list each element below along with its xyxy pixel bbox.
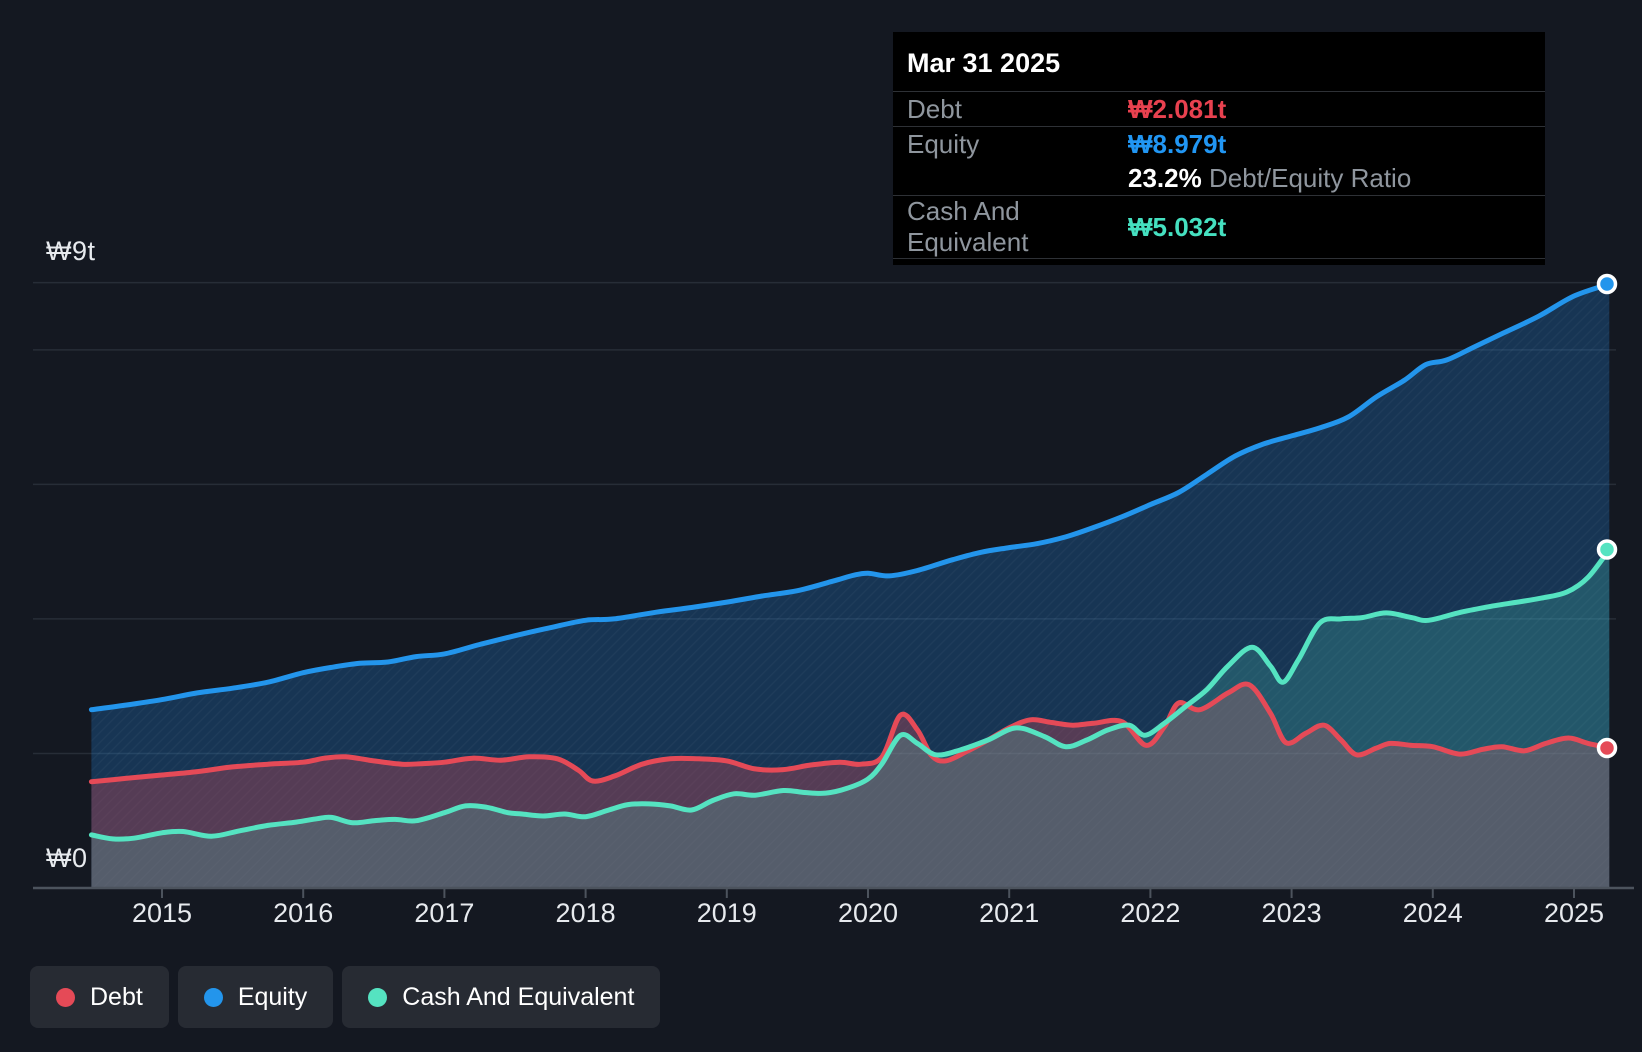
tooltip-debt-label: Debt bbox=[907, 93, 962, 124]
x-axis-label-2021: 2021 bbox=[979, 898, 1040, 928]
x-axis-label-2025: 2025 bbox=[1543, 898, 1605, 928]
y-axis-label-top: ₩9t bbox=[46, 236, 96, 266]
tooltip: Mar 31 2025 Debt ₩2.081t Equity ₩8.979t … bbox=[893, 32, 1545, 265]
legend-item-debt[interactable]: Debt bbox=[30, 966, 169, 1028]
x-axis-label-2022: 2022 bbox=[1120, 898, 1181, 928]
x-axis-label-2016: 2016 bbox=[273, 898, 334, 928]
tooltip-row-cash: Cash And Equivalent ₩5.032t bbox=[893, 196, 1545, 259]
tooltip-row-equity: Equity ₩8.979t bbox=[893, 127, 1545, 161]
legend: Debt Equity Cash And Equivalent bbox=[30, 966, 661, 1028]
tooltip-ratio-value: 23.2% Debt/Equity Ratio bbox=[1128, 162, 1412, 193]
debt-legend-dot-icon bbox=[56, 987, 75, 1007]
tooltip-date: Mar 31 2025 bbox=[893, 32, 1545, 92]
y-axis-label-zero: ₩0 bbox=[46, 843, 88, 873]
equity-end-marker[interactable] bbox=[1596, 273, 1618, 295]
x-axis-label-2020: 2020 bbox=[837, 898, 899, 928]
x-axis-label-2018: 2018 bbox=[555, 898, 616, 928]
legend-item-cash[interactable]: Cash And Equivalent bbox=[342, 966, 661, 1028]
x-axis-label-2017: 2017 bbox=[414, 898, 475, 928]
tooltip-row-debt: Debt ₩2.081t bbox=[893, 92, 1545, 127]
tooltip-row-ratio: 23.2% Debt/Equity Ratio bbox=[893, 161, 1545, 196]
equity-legend-dot-icon bbox=[203, 987, 223, 1007]
tooltip-equity-label: Equity bbox=[907, 128, 980, 159]
tooltip-cash-label: Cash And Equivalent bbox=[907, 196, 1029, 257]
debt-end-marker[interactable] bbox=[1596, 737, 1618, 759]
cash-and-equivalent-end-marker[interactable] bbox=[1596, 539, 1618, 560]
x-axis-label-2024: 2024 bbox=[1402, 898, 1463, 928]
tooltip-debt-value: ₩2.081t bbox=[1128, 93, 1227, 124]
legend-label: Cash And Equivalent bbox=[402, 982, 635, 1011]
cash-legend-dot-icon bbox=[368, 987, 388, 1007]
cash-and-equivalent-line bbox=[88, 547, 1612, 842]
debt-line bbox=[88, 681, 1612, 785]
x-axis-label-2015: 2015 bbox=[131, 898, 193, 928]
tooltip-equity-value: ₩8.979t bbox=[1128, 128, 1227, 159]
equity-line bbox=[88, 281, 1612, 713]
legend-item-equity[interactable]: Equity bbox=[177, 966, 334, 1028]
cash-and-equivalent-area bbox=[91, 549, 1610, 888]
x-axis-label-2019: 2019 bbox=[696, 898, 757, 928]
legend-label: Debt bbox=[90, 982, 143, 1011]
legend-label: Equity bbox=[237, 982, 308, 1011]
x-axis-label-2023: 2023 bbox=[1261, 898, 1322, 928]
tooltip-cash-value: ₩5.032t bbox=[1128, 211, 1227, 242]
